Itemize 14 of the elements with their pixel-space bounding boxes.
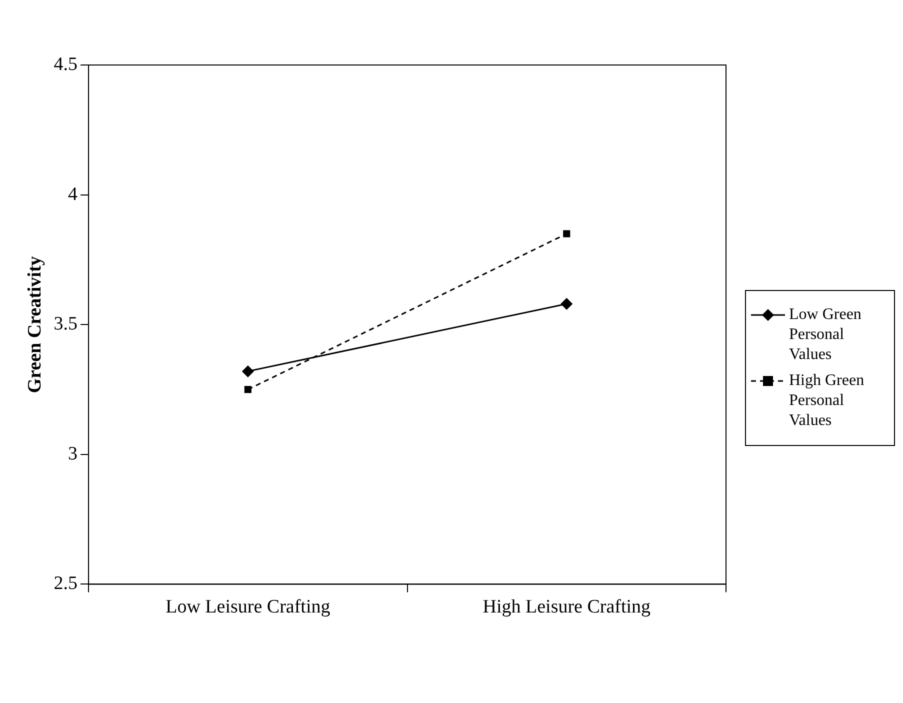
y-tick-label: 3.5 <box>54 314 78 335</box>
y-axis-title: Green Creativity <box>24 256 46 394</box>
y-tick-label: 3 <box>68 443 78 464</box>
point <box>244 386 252 394</box>
y-tick-label: 4 <box>68 184 78 205</box>
point <box>563 230 570 238</box>
y-tick-label: 4.5 <box>54 54 78 75</box>
legend-label: High Green Personal Values <box>789 371 866 431</box>
legend-label: Low Green Personal Values <box>789 305 862 365</box>
point <box>242 365 254 378</box>
x-tick-label: High Leisure Crafting <box>482 596 652 618</box>
x-tick-label: Low Leisure Crafting <box>166 596 331 618</box>
point <box>560 298 573 310</box>
y-tick-label: 2.5 <box>54 573 78 594</box>
